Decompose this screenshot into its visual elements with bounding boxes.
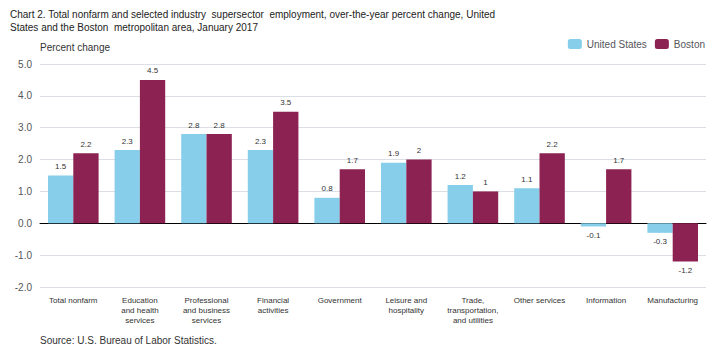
svg-text:Percent change: Percent change bbox=[40, 42, 110, 53]
svg-text:Manufacturing: Manufacturing bbox=[647, 296, 698, 305]
svg-text:2.2: 2.2 bbox=[547, 140, 559, 149]
svg-text:-0.3: -0.3 bbox=[653, 237, 667, 246]
svg-text:0.0: 0.0 bbox=[18, 218, 32, 229]
svg-text:-0.1: -0.1 bbox=[587, 231, 601, 240]
svg-text:1.7: 1.7 bbox=[613, 156, 625, 165]
svg-text:Other services: Other services bbox=[514, 296, 566, 305]
svg-text:3.0: 3.0 bbox=[18, 122, 32, 133]
svg-text:Chart 2. Total nonfarm and sel: Chart 2. Total nonfarm and selected indu… bbox=[10, 9, 495, 20]
svg-text:2.3: 2.3 bbox=[122, 137, 134, 146]
svg-text:Trade,: Trade, bbox=[461, 296, 484, 305]
svg-text:2.0: 2.0 bbox=[18, 154, 32, 165]
svg-text:4.0: 4.0 bbox=[18, 90, 32, 101]
svg-text:1: 1 bbox=[483, 178, 488, 187]
svg-text:2.8: 2.8 bbox=[214, 121, 226, 130]
svg-text:activities: activities bbox=[258, 306, 289, 315]
svg-text:1.5: 1.5 bbox=[55, 162, 67, 171]
svg-text:2: 2 bbox=[417, 146, 422, 155]
svg-text:Financial: Financial bbox=[257, 296, 289, 305]
svg-text:and utilities: and utilities bbox=[453, 316, 493, 325]
svg-text:4.5: 4.5 bbox=[147, 66, 159, 75]
svg-text:-1.0: -1.0 bbox=[15, 250, 33, 261]
svg-text:Total nonfarm: Total nonfarm bbox=[49, 296, 98, 305]
svg-text:2.3: 2.3 bbox=[255, 137, 267, 146]
svg-text:Government: Government bbox=[318, 296, 363, 305]
svg-text:2.8: 2.8 bbox=[188, 121, 200, 130]
svg-text:hospitality: hospitality bbox=[389, 306, 425, 315]
svg-text:1.7: 1.7 bbox=[347, 156, 359, 165]
svg-text:1.1: 1.1 bbox=[521, 175, 533, 184]
svg-text:Education: Education bbox=[122, 296, 158, 305]
svg-text:1.2: 1.2 bbox=[455, 172, 467, 181]
svg-text:Boston: Boston bbox=[674, 39, 705, 50]
svg-text:United States: United States bbox=[587, 39, 647, 50]
svg-text:3.5: 3.5 bbox=[280, 98, 292, 107]
svg-text:transportation,: transportation, bbox=[447, 306, 498, 315]
svg-text:services: services bbox=[192, 316, 221, 325]
svg-text:Source: U.S. Bureau of Labor S: Source: U.S. Bureau of Labor Statistics. bbox=[40, 335, 217, 346]
svg-text:States and the Boston metropo: States and the Boston metropolitan area,… bbox=[10, 22, 258, 33]
svg-text:Leisure and: Leisure and bbox=[385, 296, 427, 305]
svg-text:-1.2: -1.2 bbox=[678, 266, 692, 275]
svg-text:-2.0: -2.0 bbox=[15, 282, 33, 293]
svg-text:5.0: 5.0 bbox=[18, 59, 32, 70]
svg-text:and business: and business bbox=[183, 306, 230, 315]
svg-text:and health: and health bbox=[121, 306, 158, 315]
svg-text:Professional: Professional bbox=[184, 296, 228, 305]
svg-text:services: services bbox=[125, 316, 154, 325]
svg-text:1.0: 1.0 bbox=[18, 186, 32, 197]
svg-text:Information: Information bbox=[586, 296, 626, 305]
svg-text:1.9: 1.9 bbox=[388, 149, 400, 158]
svg-text:2.2: 2.2 bbox=[80, 140, 92, 149]
svg-text:0.8: 0.8 bbox=[321, 184, 333, 193]
